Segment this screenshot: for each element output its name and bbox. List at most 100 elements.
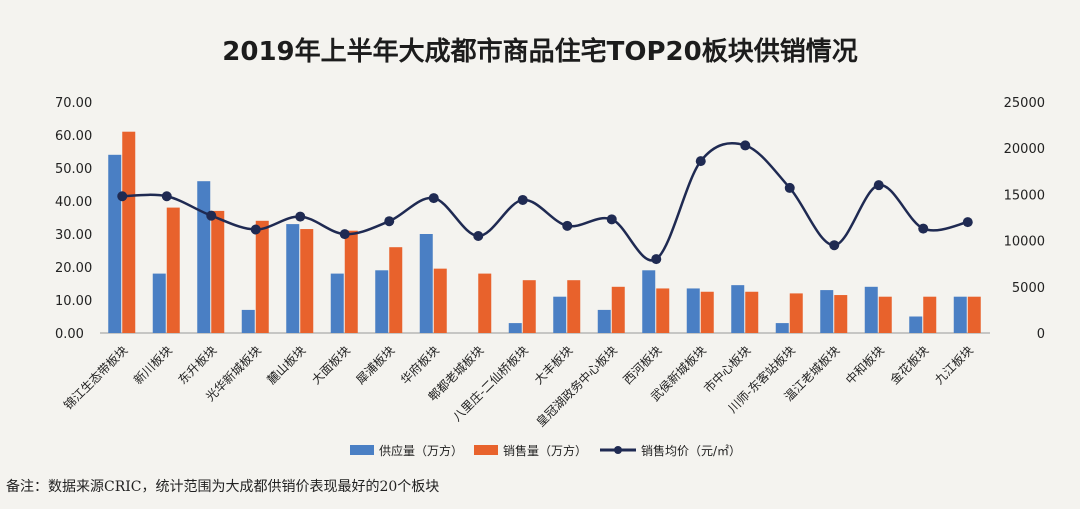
category-label: 八里庄-二仙桥板块 <box>449 343 531 425</box>
bar-sales <box>433 268 447 333</box>
category-label: 中和板块 <box>842 343 887 388</box>
category-label: 华府板块 <box>397 343 442 388</box>
price-line-series <box>117 140 973 265</box>
left-tick-label: 70.00 <box>55 96 92 111</box>
bar-supply <box>642 270 656 333</box>
left-tick-label: 10.00 <box>55 294 92 309</box>
price-point <box>117 191 128 202</box>
bar-sales <box>344 230 358 333</box>
left-tick-label: 30.00 <box>55 228 92 243</box>
left-tick-label: 60.00 <box>55 129 92 144</box>
bar-sales <box>389 247 403 333</box>
price-point <box>695 156 706 167</box>
bar-sales <box>834 295 848 333</box>
bar-supply <box>286 224 300 333</box>
bar-sales <box>567 280 581 333</box>
price-point <box>161 191 172 202</box>
bar-sales <box>611 286 625 333</box>
category-label: 皇冠湖政务中心板块 <box>533 343 620 430</box>
bar-sales <box>967 296 981 333</box>
legend-swatch-price-marker <box>614 446 622 454</box>
bar-supply <box>686 288 700 333</box>
right-tick-label: 15000 <box>1004 188 1045 203</box>
right-tick-label: 10000 <box>1004 235 1045 250</box>
price-point <box>562 220 573 231</box>
price-point <box>473 230 484 241</box>
bar-supply <box>152 273 166 333</box>
right-tick-label: 25000 <box>1004 96 1045 111</box>
left-axis: 0.00 10.00 20.00 30.00 40.00 50.00 60.00 70.00 <box>55 96 92 342</box>
left-tick-label: 20.00 <box>55 261 92 276</box>
right-axis: 0 5000 10000 15000 20000 25000 <box>1004 96 1045 342</box>
right-tick-label: 20000 <box>1004 142 1045 157</box>
legend: 供应量（万方） 销售量（万方） 销售均价（元/㎡） <box>350 443 741 458</box>
price-point <box>517 194 528 205</box>
bar-sales <box>656 288 670 333</box>
price-point <box>829 240 840 251</box>
price-point <box>339 229 350 240</box>
left-tick-label: 40.00 <box>55 195 92 210</box>
bar-sales <box>700 291 714 333</box>
bar-supply <box>909 316 923 333</box>
legend-swatch-supply <box>350 445 374 455</box>
bar-sales <box>255 220 269 333</box>
bar-supply <box>330 273 344 333</box>
category-label: 新川板块 <box>130 343 175 388</box>
category-label: 大丰板块 <box>532 343 576 387</box>
category-label: 麓山板块 <box>265 343 309 387</box>
bar-sales <box>166 207 180 333</box>
price-point <box>606 214 617 225</box>
price-point <box>784 182 795 193</box>
bar-sales <box>789 293 803 333</box>
bar-supply <box>820 290 834 333</box>
category-label: 西河板块 <box>621 343 665 387</box>
bar-supply <box>731 285 745 333</box>
price-point <box>962 217 973 228</box>
bar-supply <box>508 323 522 333</box>
bar-supply <box>241 309 255 333</box>
legend-label-sales: 销售量（万方） <box>503 443 587 458</box>
category-label: 金花板块 <box>887 343 932 388</box>
bar-sales <box>745 291 759 333</box>
footnote: 备注：数据来源CRIC，统计范围为大成都供销价表现最好的20个板块 <box>6 479 440 495</box>
price-point <box>740 140 751 151</box>
category-label: 锦江生态带板块 <box>61 343 130 412</box>
category-label: 东升板块 <box>176 343 220 387</box>
left-tick-label: 50.00 <box>55 162 92 177</box>
price-point <box>873 180 884 191</box>
bar-sales <box>923 296 937 333</box>
legend-swatch-sales <box>474 445 498 455</box>
price-point <box>918 223 929 234</box>
right-tick-label: 5000 <box>1012 281 1045 296</box>
bar-supply <box>597 309 611 333</box>
bar-sales <box>878 296 892 333</box>
bar-supply <box>197 181 211 333</box>
bar-sales <box>300 229 314 333</box>
bar-supply <box>864 286 878 333</box>
category-label: 大面板块 <box>309 343 353 387</box>
category-label: 九江板块 <box>932 343 976 387</box>
price-point <box>428 193 439 204</box>
bar-sales <box>522 280 536 333</box>
price-point <box>250 224 261 235</box>
price-point <box>206 210 217 221</box>
chart-title: 2019年上半年大成都市商品住宅TOP20板块供销情况 <box>222 36 857 67</box>
left-tick-label: 0.00 <box>55 327 84 342</box>
bar-supply <box>775 323 789 333</box>
bar-sales <box>122 131 136 333</box>
bar-supply <box>108 154 122 333</box>
category-label: 犀浦板块 <box>354 343 398 387</box>
price-point <box>651 254 662 265</box>
right-tick-label: 0 <box>1037 327 1045 342</box>
price-point <box>295 211 306 222</box>
bars <box>108 131 981 333</box>
bar-sales <box>211 210 225 333</box>
price-line <box>122 142 969 262</box>
price-point <box>384 216 395 227</box>
bar-sales <box>478 273 492 333</box>
bar-supply <box>953 296 967 333</box>
bar-supply <box>375 270 389 333</box>
legend-label-supply: 供应量（万方） <box>379 443 463 458</box>
